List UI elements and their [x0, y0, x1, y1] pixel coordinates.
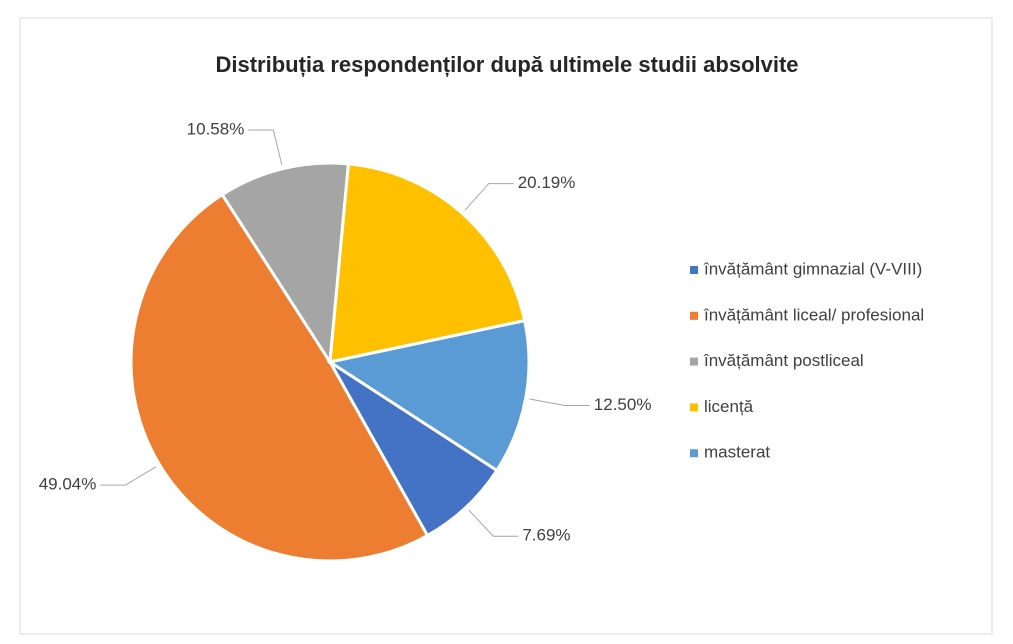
legend-label: învățământ postliceal: [703, 351, 864, 370]
data-label: 7.69%: [522, 526, 570, 545]
data-label: 10.58%: [187, 120, 245, 139]
legend-swatch: [690, 266, 698, 274]
data-label: 20.19%: [518, 173, 576, 192]
pie-slice: [326, 318, 531, 473]
data-label: 12.50%: [594, 395, 652, 414]
pie-slice: [220, 161, 351, 367]
leader-line: [529, 398, 590, 407]
legend-label: masterat: [704, 443, 770, 462]
legend-swatch: [690, 403, 698, 412]
data-label: 49.04%: [39, 475, 97, 494]
legend-label: învățământ gimnazial (V-VIII): [703, 259, 922, 278]
legend-swatch: [690, 357, 698, 366]
leader-line: [464, 183, 514, 211]
leader-line: [468, 509, 519, 537]
legend-swatch: [690, 449, 698, 458]
legend-swatch: [690, 311, 698, 320]
chart-title: Distribuția respondenților după ultimele…: [215, 52, 798, 77]
leader-line: [248, 129, 283, 165]
pie-slice: [129, 192, 430, 563]
legend-label: învățământ liceal/ profesional: [703, 305, 924, 324]
pie-slice: [328, 162, 527, 364]
legend-label: licență: [704, 397, 754, 416]
leader-line: [100, 466, 157, 486]
pie-slice: [328, 360, 499, 538]
